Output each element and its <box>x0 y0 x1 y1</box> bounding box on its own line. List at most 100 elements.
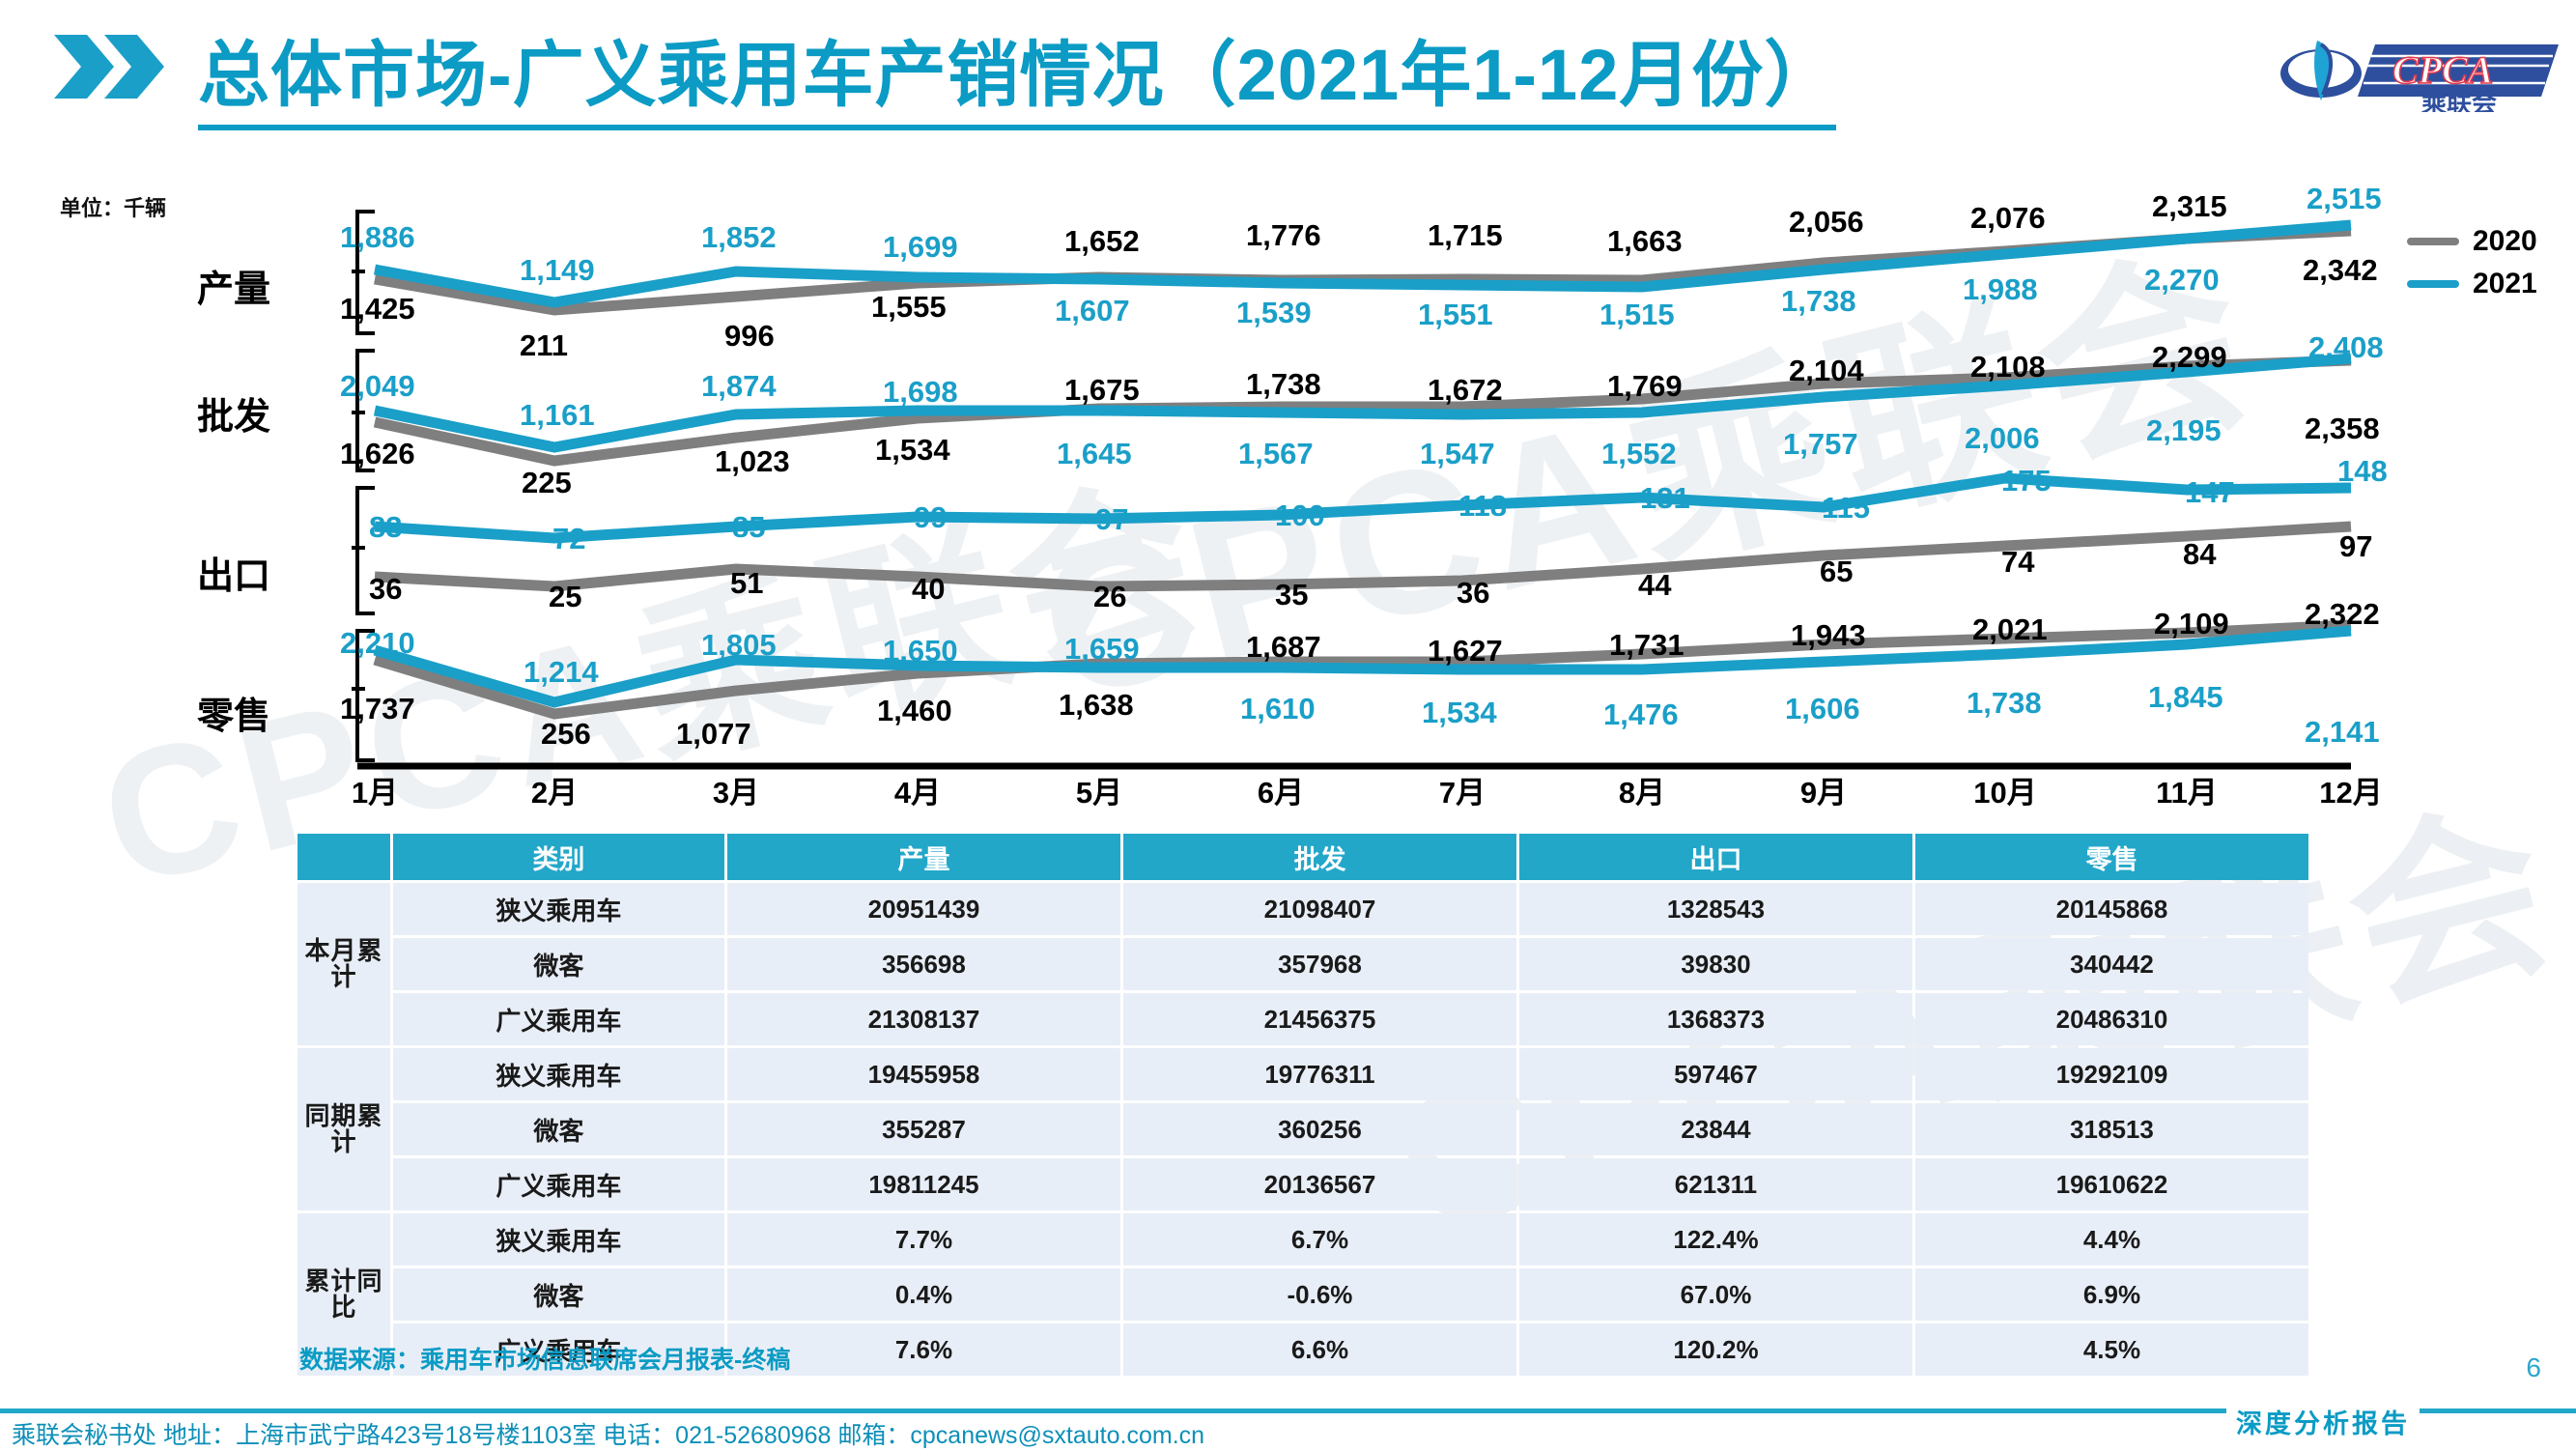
table-cell-wholesale: 6.6% <box>1122 1323 1516 1376</box>
table-header-production: 产量 <box>726 834 1120 880</box>
table-cell-wholesale: 6.7% <box>1122 1213 1516 1266</box>
table-cell-export: 122.4% <box>1518 1213 1912 1266</box>
table-header-wholesale: 批发 <box>1122 834 1516 880</box>
value-label: 97 <box>2339 529 2373 563</box>
x-tick: 10月 <box>1973 776 2037 810</box>
footer-report-tag: 深度分析报告 <box>2226 1403 2420 1440</box>
value-label: 175 <box>2001 464 2052 498</box>
table-cell-category: 广义乘用车 <box>392 1158 724 1210</box>
value-label: 1,552 <box>1601 437 1677 470</box>
line-retail-2020 <box>373 619 2352 720</box>
value-label: 1,663 <box>1607 224 1683 258</box>
value-label: 1,988 <box>1963 272 2038 306</box>
value-label: 1,547 <box>1420 437 1495 470</box>
value-label: 256 <box>541 717 591 751</box>
value-label: 99 <box>914 500 948 534</box>
value-label: 40 <box>912 572 946 606</box>
table-header-row: 类别 产量 批发 出口 零售 <box>297 834 2308 880</box>
table-cell-export: 597467 <box>1518 1048 1912 1100</box>
table-cell-wholesale: 360256 <box>1122 1103 1516 1155</box>
value-label: 1,610 <box>1240 692 1316 726</box>
table-cell-export: 23844 <box>1518 1103 1912 1155</box>
footer-contact-info: 乘联会秘书处 地址：上海市武宁路423号18号楼1103室 电话：021-526… <box>12 1422 1205 1449</box>
value-label: 2,006 <box>1965 421 2040 455</box>
table-row: 微客 355287 360256 23844 318513 <box>297 1103 2308 1155</box>
table-cell-export: 39830 <box>1518 938 1912 990</box>
chart-x-axis: 1月 2月 3月 4月 5月 6月 7月 8月 9月 10月 11月 12月 <box>0 768 2576 826</box>
data-source-note: 数据来源：乘用车市场信息联席会月报表-终稿 <box>299 1347 791 1374</box>
table-row: 广义乘用车 19811245 20136567 621311 19610622 <box>297 1158 2308 1210</box>
x-tick: 11月 <box>2156 776 2218 810</box>
table-cell-retail: 20145868 <box>1914 883 2308 935</box>
value-label: 1,737 <box>340 692 415 726</box>
value-label: 2,108 <box>1970 350 2046 384</box>
cpca-logo: CPCA 乘联会 <box>2280 41 2559 112</box>
series-label-retail: 零售 <box>196 697 270 737</box>
series-label-wholesale: 批发 <box>196 397 270 438</box>
unit-label: 单位：千辆 <box>60 196 167 220</box>
table-cell-production: 21308137 <box>726 993 1120 1045</box>
value-label: 2,358 <box>2305 412 2380 445</box>
table-group-label-prior: 同期累计 <box>297 1048 390 1210</box>
value-label: 83 <box>369 510 403 544</box>
series-label-production: 产量 <box>196 270 270 310</box>
value-label: 2,195 <box>2146 413 2222 447</box>
value-label: 1,652 <box>1064 224 1140 258</box>
line-retail-2021 <box>373 625 2352 708</box>
value-label: 1,534 <box>1422 696 1497 729</box>
value-label: 1,606 <box>1785 692 1860 726</box>
value-label: 2,076 <box>1970 201 2046 235</box>
x-tick: 3月 <box>712 776 760 810</box>
table-header-blank <box>297 834 390 880</box>
legend-item-2020: 2020 <box>2407 220 2537 263</box>
table-row: 广义乘用车 7.6% 6.6% 120.2% 4.5% <box>297 1323 2308 1376</box>
page-header: 总体市场-广义乘用车产销情况（2021年1-12月份） CPCA 乘联会 <box>0 0 2576 130</box>
value-label: 25 <box>549 580 582 613</box>
value-label: 1,214 <box>524 655 599 689</box>
value-label: 1,023 <box>715 444 790 478</box>
value-label: 1,515 <box>1599 298 1675 331</box>
value-label: 1,687 <box>1246 630 1321 664</box>
value-label: 1,757 <box>1783 427 1858 461</box>
svg-text:乘联会: 乘联会 <box>2420 89 2497 112</box>
value-label: 2,210 <box>340 626 415 660</box>
value-label: 1,699 <box>883 230 958 264</box>
page-title: 总体市场-广义乘用车产销情况（2021年1-12月份） <box>198 17 1837 130</box>
chart-legend: 2020 2021 <box>2407 220 2537 305</box>
value-label: 2,342 <box>2303 253 2378 287</box>
value-label: 1,627 <box>1428 634 1503 668</box>
table-cell-retail: 318513 <box>1914 1103 2308 1155</box>
value-label: 1,460 <box>877 694 952 727</box>
table-cell-export: 1328543 <box>1518 883 1912 935</box>
table-row: 同期累计 狭义乘用车 19455958 19776311 597467 1929… <box>297 1048 2308 1210</box>
value-label: 1,769 <box>1607 369 1683 403</box>
x-tick: 2月 <box>530 776 579 810</box>
value-label: 1,425 <box>340 292 415 326</box>
table-cell-retail: 4.4% <box>1914 1213 2308 1266</box>
table-group-label-current: 本月累计 <box>297 883 390 1045</box>
value-label: 1,943 <box>1791 618 1866 652</box>
table-cell-category: 狭义乘用车 <box>392 883 724 935</box>
legend-label-2021: 2021 <box>2473 268 2537 299</box>
value-label: 1,675 <box>1064 373 1140 407</box>
value-label: 1,551 <box>1418 298 1493 331</box>
value-label: 100 <box>1275 498 1325 532</box>
table-header-export: 出口 <box>1518 834 1912 880</box>
double-chevron-right-icon <box>54 35 164 99</box>
value-label: 1,149 <box>520 253 595 287</box>
x-tick: 4月 <box>893 776 942 810</box>
chart-canvas <box>352 210 2352 770</box>
value-label: 1,874 <box>701 369 777 403</box>
value-label: 2,104 <box>1789 354 1864 387</box>
table-row: 本月累计 狭义乘用车 20951439 21098407 1328543 201… <box>297 883 2308 1045</box>
table-group-label-yoy: 累计同比 <box>297 1213 390 1376</box>
legend-item-2021: 2021 <box>2407 263 2537 305</box>
table-cell-production: 19811245 <box>726 1158 1120 1210</box>
page-number: 6 <box>2526 1352 2541 1382</box>
value-label: 1,534 <box>875 433 950 467</box>
table-row: 微客 0.4% -0.6% 67.0% 6.9% <box>297 1268 2308 1321</box>
svg-text:CPCA: CPCA <box>2392 48 2493 92</box>
value-label: 996 <box>724 319 775 353</box>
x-tick: 8月 <box>1618 776 1666 810</box>
value-label: 1,539 <box>1236 296 1312 329</box>
